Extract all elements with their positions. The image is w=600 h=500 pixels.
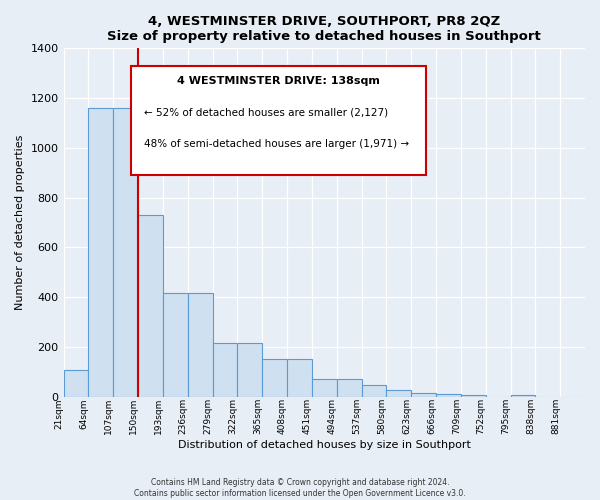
Bar <box>188 294 212 397</box>
FancyBboxPatch shape <box>131 66 426 176</box>
Bar <box>461 394 485 396</box>
Bar <box>88 108 113 397</box>
Bar <box>312 380 337 396</box>
Bar <box>411 393 436 396</box>
Title: 4, WESTMINSTER DRIVE, SOUTHPORT, PR8 2QZ
Size of property relative to detached h: 4, WESTMINSTER DRIVE, SOUTHPORT, PR8 2QZ… <box>107 15 541 43</box>
Bar <box>113 108 138 397</box>
Bar <box>386 390 411 396</box>
Bar <box>436 394 461 396</box>
Text: 48% of semi-detached houses are larger (1,971) →: 48% of semi-detached houses are larger (… <box>145 139 409 149</box>
Text: ← 52% of detached houses are smaller (2,127): ← 52% of detached houses are smaller (2,… <box>145 108 388 118</box>
Bar <box>138 215 163 396</box>
Bar <box>163 294 188 397</box>
Bar <box>511 394 535 396</box>
Bar <box>287 360 312 397</box>
X-axis label: Distribution of detached houses by size in Southport: Distribution of detached houses by size … <box>178 440 471 450</box>
Bar <box>238 343 262 396</box>
Bar <box>362 384 386 396</box>
Bar <box>212 343 238 396</box>
Text: 4 WESTMINSTER DRIVE: 138sqm: 4 WESTMINSTER DRIVE: 138sqm <box>177 76 380 86</box>
Bar <box>64 370 88 396</box>
Bar <box>337 380 362 396</box>
Bar <box>262 360 287 397</box>
Text: Contains HM Land Registry data © Crown copyright and database right 2024.
Contai: Contains HM Land Registry data © Crown c… <box>134 478 466 498</box>
Y-axis label: Number of detached properties: Number of detached properties <box>15 135 25 310</box>
